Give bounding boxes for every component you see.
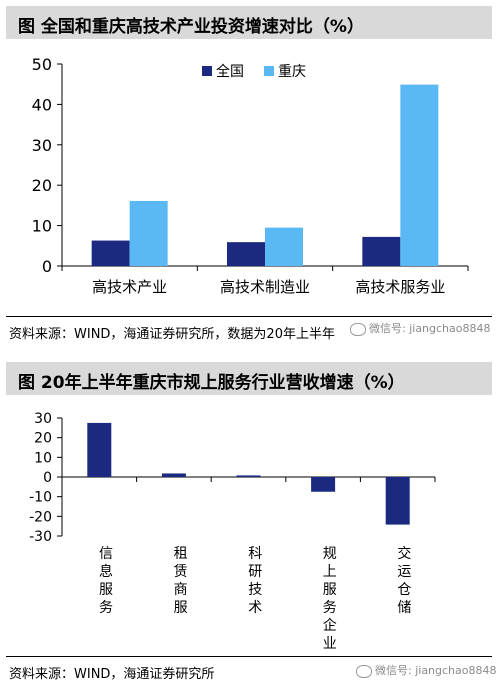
chart1-source: 资料来源：WIND，海通证券研究所，数据为20年上半年 — [9, 327, 335, 342]
chart2-bar — [161, 473, 186, 477]
wechat-icon — [356, 664, 372, 678]
chart2-y-tick-label: -30 — [29, 529, 52, 545]
chart2-y-tick-label: -10 — [29, 490, 52, 506]
chart1-bar — [91, 240, 130, 266]
chart1-source-rule — [6, 316, 492, 317]
chart1-legend-label: 重庆 — [278, 64, 306, 80]
chart2-x-tick-label: 租赁商服 — [174, 546, 188, 616]
chart2-y-tick-label: 10 — [34, 450, 52, 466]
chart1-plot: 0 10 20 30 40 50 高技术产业 高技术制造业 高技术服务业 全国 重庆 — [32, 55, 469, 296]
chart1-title-bar: 图 全国和重庆高技术产业投资增速对比（%） — [6, 6, 492, 39]
chart1-x-tick-label: 高技术产业 — [92, 278, 167, 296]
chart1-bar — [227, 242, 265, 266]
chart2-title: 图 20年上半年重庆市规上服务行业营收增速（%） — [18, 373, 405, 393]
chart2-y-tick-label: -20 — [29, 509, 52, 525]
chart1-y-tick-label: 50 — [32, 55, 52, 74]
chart2-x-tick-label: 交运仓储 — [397, 545, 411, 616]
chart2-title-bar: 图 20年上半年重庆市规上服务行业营收增速（%） — [6, 362, 492, 395]
chart2-source-rule — [6, 656, 492, 657]
chart2-plot: 30 20 10 0 -10 -20 -30 信息服务 租赁商服 科研技术 规上服务企业 交运仓储 — [29, 411, 436, 650]
chart2-x-tick-label: 科研技术 — [248, 546, 262, 616]
chart2-x-tick-label: 信息服务 — [99, 546, 113, 616]
chart1-x-tick-label: 高技术服务业 — [355, 278, 445, 296]
chart1-legend-swatch — [264, 66, 274, 76]
wechat-icon — [350, 322, 366, 336]
chart1-y-tick-label: 20 — [32, 176, 52, 195]
chart2-watermark: 微信号: jiangchao8848 — [356, 662, 497, 678]
chart1-bar — [265, 227, 303, 266]
chart2-watermark-label: 微信号: jiangchao8848 — [375, 664, 497, 677]
chart1-y-tick-label: 10 — [32, 217, 52, 236]
chart2-bar — [311, 477, 336, 492]
chart2-source: 资料来源：WIND，海通证券研究所 — [9, 667, 215, 682]
chart2-bar — [87, 422, 112, 477]
chart1-watermark: 微信号: jiangchao8848 — [350, 320, 491, 336]
chart1-legend-label: 全国 — [216, 63, 244, 80]
chart1-bar — [362, 236, 401, 266]
chart1-x-tick-label: 高技术制造业 — [220, 278, 310, 296]
chart1-y-tick-label: 40 — [32, 95, 52, 114]
chart1-bar — [129, 200, 168, 266]
chart2-y-tick-label: 0 — [43, 470, 52, 486]
chart2-bar — [385, 477, 410, 525]
chart2-bar — [236, 475, 261, 477]
chart2-y-tick-label: 20 — [34, 431, 52, 447]
chart1-bar — [400, 84, 439, 266]
chart1-y-tick-label: 30 — [32, 136, 52, 155]
chart2-y-tick-label: 30 — [34, 411, 52, 427]
chart1-title: 图 全国和重庆高技术产业投资增速对比（%） — [18, 17, 364, 37]
chart1-watermark-label: 微信号: jiangchao8848 — [369, 322, 491, 335]
chart1-y-tick-label: 0 — [42, 257, 52, 276]
chart1-legend-swatch — [202, 66, 212, 76]
chart2-x-tick-label: 规上服务企业 — [323, 546, 337, 650]
